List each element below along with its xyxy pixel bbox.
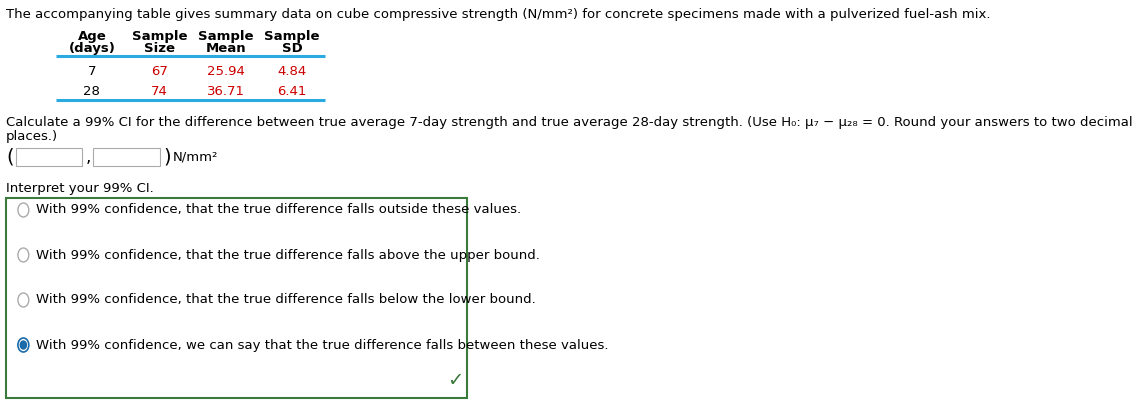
Text: Mean: Mean — [206, 42, 246, 55]
Text: 36.71: 36.71 — [207, 85, 244, 98]
Circle shape — [20, 341, 26, 349]
Text: 25.94: 25.94 — [207, 65, 244, 78]
Text: Age: Age — [77, 30, 106, 43]
Text: Interpret your 99% CI.: Interpret your 99% CI. — [6, 182, 153, 195]
FancyBboxPatch shape — [6, 198, 467, 398]
Text: With 99% confidence, that the true difference falls above the upper bound.: With 99% confidence, that the true diffe… — [36, 248, 540, 262]
Text: 4.84: 4.84 — [277, 65, 307, 78]
Text: 28: 28 — [83, 85, 100, 98]
Text: 7: 7 — [88, 65, 97, 78]
Text: Sample: Sample — [132, 30, 188, 43]
Text: With 99% confidence, we can say that the true difference falls between these val: With 99% confidence, we can say that the… — [36, 339, 608, 352]
Text: 74: 74 — [151, 85, 168, 98]
Text: ): ) — [164, 148, 172, 166]
FancyBboxPatch shape — [16, 148, 82, 166]
Text: ✓: ✓ — [447, 371, 464, 390]
Text: Size: Size — [144, 42, 175, 55]
Text: Calculate a 99% CI for the difference between true average 7-day strength and tr: Calculate a 99% CI for the difference be… — [6, 116, 1132, 129]
Text: (: ( — [6, 148, 14, 166]
Text: (days): (days) — [68, 42, 115, 55]
FancyBboxPatch shape — [93, 148, 159, 166]
Text: Sample: Sample — [264, 30, 319, 43]
Text: The accompanying table gives summary data on cube compressive strength (N/mm²) f: The accompanying table gives summary dat… — [6, 8, 990, 21]
Text: With 99% confidence, that the true difference falls below the lower bound.: With 99% confidence, that the true diffe… — [36, 293, 536, 306]
Text: N/mm²: N/mm² — [173, 151, 218, 164]
Text: SD: SD — [282, 42, 302, 55]
Text: Sample: Sample — [198, 30, 254, 43]
Text: places.): places.) — [6, 130, 58, 143]
Text: 67: 67 — [151, 65, 168, 78]
Text: With 99% confidence, that the true difference falls outside these values.: With 99% confidence, that the true diffe… — [36, 204, 521, 217]
Text: ,: , — [85, 148, 91, 166]
Text: 6.41: 6.41 — [277, 85, 307, 98]
